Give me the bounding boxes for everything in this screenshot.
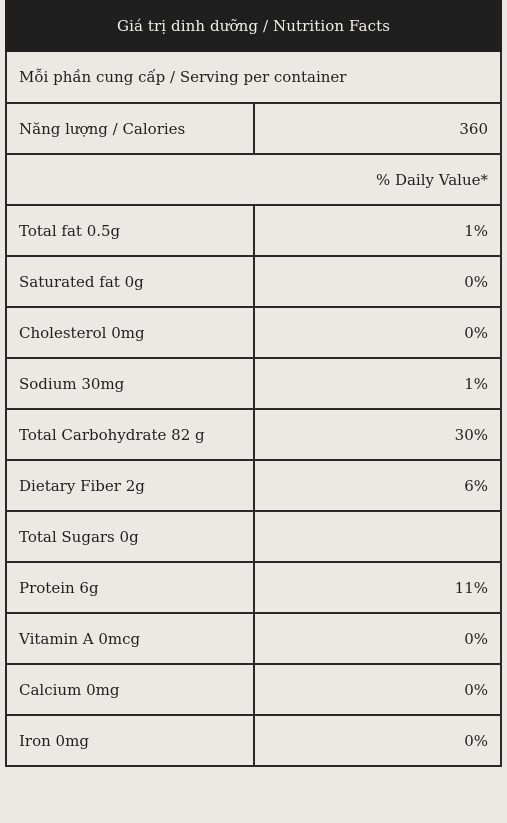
- table-row: Calcium 0mg 0%: [5, 663, 502, 716]
- nutrient-label: Total Carbohydrate 82 g: [5, 408, 255, 461]
- table-row: Vitamin A 0mcg 0%: [5, 612, 502, 665]
- table-row: Protein 6g 11%: [5, 561, 502, 614]
- nutrient-label: Cholesterol 0mg: [5, 306, 255, 359]
- nutrition-facts-table: Mỗi phần cung cấp / Serving per containe…: [5, 52, 502, 767]
- nutrient-daily-value: 1%: [252, 204, 502, 257]
- daily-value-header-row: % Daily Value*: [5, 153, 502, 206]
- table-row: Sodium 30mg 1%: [5, 357, 502, 410]
- calories-label: Năng lượng / Calories: [5, 102, 255, 155]
- nutrient-label: Saturated fat 0g: [5, 255, 255, 308]
- nutrient-daily-value: 6%: [252, 459, 502, 512]
- nutrient-label: Vitamin A 0mcg: [5, 612, 255, 665]
- nutrient-daily-value: 0%: [252, 306, 502, 359]
- nutrient-daily-value: [252, 510, 502, 563]
- nutrient-daily-value: 0%: [252, 255, 502, 308]
- nutrient-label: Total fat 0.5g: [5, 204, 255, 257]
- nutrition-facts-body: Mỗi phần cung cấp / Serving per containe…: [5, 52, 502, 767]
- nutrient-daily-value: 1%: [252, 357, 502, 410]
- serving-row: Mỗi phần cung cấp / Serving per containe…: [5, 52, 502, 104]
- nutrient-label: Protein 6g: [5, 561, 255, 614]
- table-row: Saturated fat 0g 0%: [5, 255, 502, 308]
- nutrient-label: Calcium 0mg: [5, 663, 255, 716]
- nutrient-daily-value: 30%: [252, 408, 502, 461]
- nutrient-label: Sodium 30mg: [5, 357, 255, 410]
- nutrient-label: Total Sugars 0g: [5, 510, 255, 563]
- nutrient-daily-value: 11%: [252, 561, 502, 614]
- table-row: Iron 0mg 0%: [5, 714, 502, 767]
- nutrient-label: Dietary Fiber 2g: [5, 459, 255, 512]
- table-row: Total Carbohydrate 82 g 30%: [5, 408, 502, 461]
- nutrient-daily-value: 0%: [252, 714, 502, 767]
- nutrient-daily-value: 0%: [252, 612, 502, 665]
- table-row: Cholesterol 0mg 0%: [5, 306, 502, 359]
- table-row: Total Sugars 0g: [5, 510, 502, 563]
- calories-value: 360: [252, 102, 502, 155]
- serving-label: Mỗi phần cung cấp / Serving per containe…: [5, 52, 502, 104]
- nutrient-label: Iron 0mg: [5, 714, 255, 767]
- table-row: Dietary Fiber 2g 6%: [5, 459, 502, 512]
- calories-row: Năng lượng / Calories 360: [5, 102, 502, 155]
- daily-value-header: % Daily Value*: [5, 153, 502, 206]
- nutrient-daily-value: 0%: [252, 663, 502, 716]
- nutrition-facts-title: Giá trị dinh dưỡng / Nutrition Facts: [5, 0, 502, 52]
- table-row: Total fat 0.5g 1%: [5, 204, 502, 257]
